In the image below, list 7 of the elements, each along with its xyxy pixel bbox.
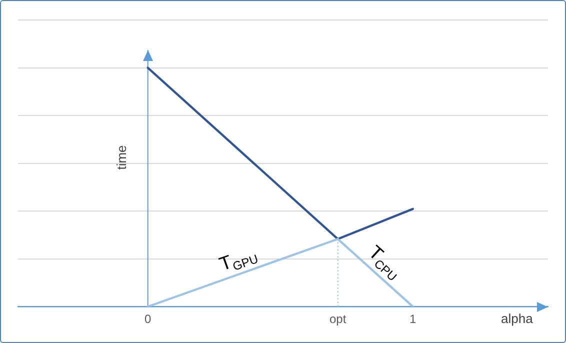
text: TCPU	[364, 242, 400, 284]
x-tick-label: opt	[330, 312, 347, 326]
y-axis-title: time	[114, 145, 129, 170]
x-tick-label: 1	[410, 312, 417, 326]
x-tick-label: 0	[144, 312, 152, 326]
text: TGPU	[216, 252, 260, 276]
x-axis-title: alpha	[501, 310, 533, 326]
